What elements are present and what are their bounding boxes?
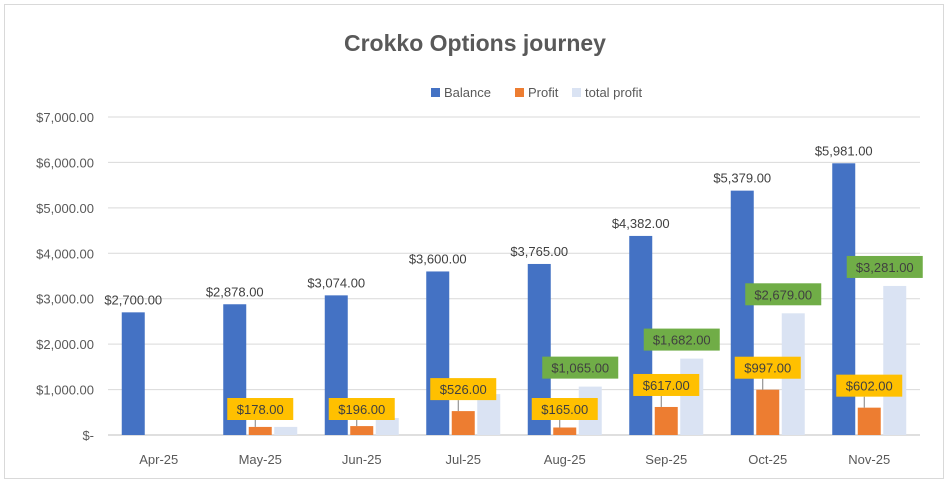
data-label-balance: $3,074.00 (307, 275, 365, 290)
bar-profit (654, 406, 678, 435)
data-label-balance: $3,765.00 (510, 244, 568, 259)
data-label-profit: $602.00 (846, 379, 893, 394)
data-label-balance: $3,600.00 (409, 251, 467, 266)
data-label-box-total-profit (542, 356, 619, 379)
bar-total-profit (477, 394, 501, 435)
y-tick-label: $6,000.00 (36, 155, 94, 170)
legend-swatch-profit (515, 88, 524, 97)
bar-profit (350, 426, 374, 435)
data-label-box-profit (836, 374, 903, 397)
bar-total-profit (274, 426, 298, 435)
data-label-box-total-profit (643, 328, 720, 351)
x-tick-label: Jul-25 (446, 452, 481, 467)
data-label-box-profit (430, 378, 497, 401)
x-tick-label: Jun-25 (342, 452, 382, 467)
data-label-box-profit (328, 398, 395, 420)
data-label-balance: $5,981.00 (815, 143, 873, 158)
x-tick-label: Nov-25 (848, 452, 890, 467)
x-axis: Apr-25 May-25 Jun-25 Jul-25 Aug-25 Sep-25 Oct-… (139, 452, 890, 467)
bar-total-profit (883, 285, 907, 435)
x-tick-label: Sep-25 (645, 452, 687, 467)
data-label-profit: $617.00 (643, 378, 690, 393)
data-label-box-profit (734, 356, 801, 379)
legend-label: Balance (444, 85, 491, 100)
chart-title: Crokko Options journey (344, 30, 606, 56)
bar-profit (451, 411, 475, 435)
bar-total-profit (680, 358, 704, 435)
data-labels: $2,700.00 $2,878.00 $3,074.00 $3,600.00 $3,7… (104, 143, 923, 428)
x-tick-label: May-25 (239, 452, 282, 467)
chart-frame: Crokko Options journey Balance Profit tota… (4, 4, 944, 479)
data-label-total-profit: $1,065.00 (551, 361, 609, 376)
legend-label: Profit (528, 85, 559, 100)
x-tick-label: Apr-25 (139, 452, 178, 467)
x-tick-label: Aug-25 (544, 452, 586, 467)
bar-balance (121, 312, 145, 435)
y-axis: $- $1,000.00 $2,000.00 $3,000.00 $4,000.00 $5… (36, 110, 94, 443)
data-label-balance: $5,379.00 (713, 171, 771, 186)
data-label-box-profit (227, 398, 294, 420)
bar-profit (756, 389, 780, 435)
bar-balance (527, 263, 551, 435)
bar-balance (832, 163, 856, 435)
legend-swatch-balance (431, 88, 440, 97)
y-tick-label: $3,000.00 (36, 292, 94, 307)
bar-balance (426, 271, 450, 435)
y-tick-label: $2,000.00 (36, 337, 94, 352)
bar-profit (857, 407, 881, 435)
chart-svg: Crokko Options journey Balance Profit tota… (36, 30, 923, 467)
legend: Balance Profit total profit (431, 85, 642, 100)
y-tick-label: $- (82, 428, 94, 443)
data-label-balance: $4,382.00 (612, 216, 670, 231)
data-label-total-profit: $1,682.00 (653, 333, 711, 348)
bar-profit (248, 426, 272, 435)
x-tick-label: Oct-25 (748, 452, 787, 467)
data-label-profit: $178.00 (237, 402, 284, 417)
data-label-profit: $196.00 (338, 402, 385, 417)
y-tick-label: $1,000.00 (36, 383, 94, 398)
y-tick-label: $7,000.00 (36, 110, 94, 125)
data-label-total-profit: $3,281.00 (856, 260, 914, 275)
data-label-profit: $165.00 (541, 402, 588, 417)
y-tick-label: $4,000.00 (36, 246, 94, 261)
data-label-box-profit (531, 398, 598, 420)
data-label-profit: $526.00 (440, 382, 487, 397)
data-label-total-profit: $2,679.00 (754, 287, 812, 302)
y-tick-label: $5,000.00 (36, 201, 94, 216)
data-label-box-profit (633, 373, 700, 396)
legend-swatch-total-profit (572, 88, 581, 97)
data-label-box-total-profit (846, 255, 923, 278)
data-label-balance: $2,878.00 (206, 284, 264, 299)
data-label-balance: $2,700.00 (104, 292, 162, 307)
data-label-profit: $997.00 (744, 361, 791, 376)
bar-total-profit (375, 418, 399, 435)
legend-label: total profit (585, 85, 642, 100)
bar-profit (553, 427, 577, 435)
data-label-box-total-profit (745, 283, 822, 306)
bar-balance (730, 190, 754, 435)
